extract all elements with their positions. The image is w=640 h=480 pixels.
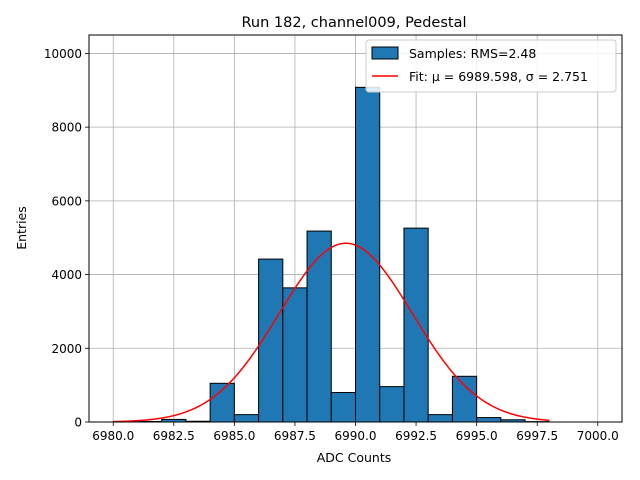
legend-samples-swatch (371, 46, 399, 60)
x-tick-label: 6985.0 (213, 429, 255, 443)
x-tick-label: 6990.0 (335, 429, 377, 443)
y-tick-label: 8000 (51, 121, 82, 135)
x-tick-label: 6997.5 (516, 429, 558, 443)
y-axis-ticks: 0 2000 4000 6000 8000 10000 (44, 47, 89, 430)
histogram-bar (330, 392, 357, 423)
x-tick-label: 6995.0 (456, 429, 498, 443)
y-tick-label: 6000 (51, 194, 82, 208)
legend-box (365, 39, 617, 93)
legend: Samples: RMS=2.48 Fit: μ = 6989.598, σ =… (365, 39, 617, 93)
histogram-bar (355, 86, 381, 423)
histogram-bar (403, 227, 429, 423)
legend-samples-label: Samples: RMS=2.48 (409, 46, 536, 61)
histogram-bar (476, 417, 502, 423)
x-tick-label: 6982.5 (153, 429, 195, 443)
histogram-bar (379, 386, 405, 423)
histogram-bar (427, 414, 453, 423)
histogram-bar (306, 230, 332, 423)
fit-curve-layer (113, 242, 550, 423)
x-tick-label: 6987.5 (274, 429, 316, 443)
x-tick-label: 6980.0 (92, 429, 134, 443)
y-tick-label: 0 (74, 416, 82, 430)
x-tick-label: 6992.5 (395, 429, 437, 443)
histogram-bar (451, 375, 478, 423)
x-tick-label: 7000.0 (577, 429, 619, 443)
y-tick-label: 2000 (51, 342, 82, 356)
fit-curve (113, 242, 550, 423)
legend-fit-label: Fit: μ = 6989.598, σ = 2.751 (409, 69, 588, 84)
histogram-bar (282, 287, 308, 423)
x-axis-label: ADC Counts (317, 450, 392, 465)
y-tick-label: 4000 (51, 268, 82, 282)
y-tick-label: 10000 (44, 47, 82, 61)
y-axis-label: Entries (14, 206, 29, 250)
histogram-bar (233, 414, 260, 423)
x-axis-ticks: 6980.0 6982.5 6985.0 6987.5 6990.0 6992.5 6995… (92, 422, 619, 443)
chart-title: Run 182, channel009, Pedestal (241, 15, 466, 31)
